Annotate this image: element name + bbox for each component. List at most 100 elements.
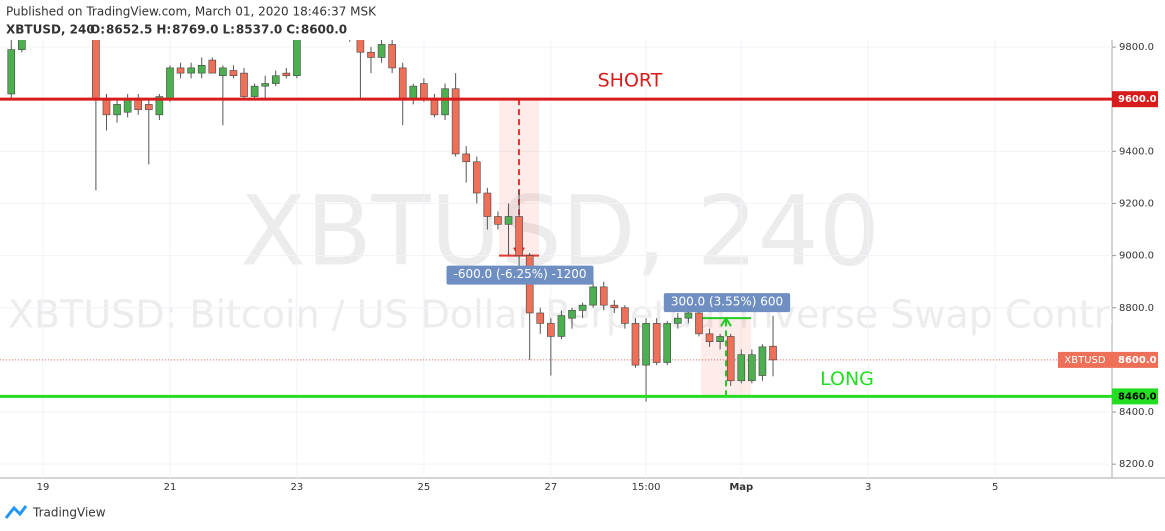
candle-body bbox=[420, 83, 428, 100]
candle-body bbox=[377, 44, 386, 58]
y-tick-label: 9200.0 bbox=[1119, 198, 1154, 209]
price-tag bbox=[1112, 351, 1158, 368]
symbol: XBTUSD, 240 bbox=[6, 23, 95, 37]
candle-body bbox=[547, 323, 555, 337]
candle-body bbox=[430, 98, 439, 116]
y-tick-label: 8800.0 bbox=[1119, 303, 1154, 314]
ohlc-value: 8769.0 bbox=[172, 23, 218, 37]
y-tick-label: 8200.0 bbox=[1119, 459, 1154, 470]
candle-body bbox=[240, 72, 248, 97]
candle-body bbox=[356, 40, 365, 53]
candle-body bbox=[716, 336, 724, 342]
y-tick-label: 9400.0 bbox=[1119, 146, 1154, 157]
header: XBTUSD, 240 O: 8652.5 H: 8769.0 L: 8537.0 C: 86… bbox=[6, 23, 347, 37]
candle-body bbox=[663, 323, 672, 363]
candle-body bbox=[652, 323, 661, 363]
symbol-tag bbox=[1058, 351, 1112, 368]
candle-body bbox=[472, 161, 481, 194]
measure-label: -600.0 (-6.25%) -1200 bbox=[446, 265, 594, 285]
candle-body bbox=[568, 310, 576, 319]
candle-body bbox=[758, 346, 767, 376]
candle-body bbox=[293, 40, 301, 77]
watermark-description: XBTUSD: Bitcoin / US Dollar Perpetual In… bbox=[8, 293, 1165, 337]
candle-body bbox=[176, 67, 185, 74]
candle-body bbox=[166, 67, 174, 100]
candle-body bbox=[219, 67, 227, 77]
ohlc-label: C: bbox=[286, 23, 300, 37]
candle-body bbox=[769, 345, 777, 361]
candle-body bbox=[261, 83, 269, 87]
measure-arrowhead bbox=[720, 316, 732, 327]
price-tag-label: 8600.0 bbox=[1118, 355, 1157, 366]
x-tick-label: 5 bbox=[992, 482, 998, 493]
candle-body bbox=[462, 153, 471, 163]
ohlc-value: 8600.0 bbox=[301, 23, 347, 37]
candle-body bbox=[282, 72, 291, 77]
price-tag-label: 8460.0 bbox=[1118, 391, 1157, 402]
candle-body bbox=[155, 96, 164, 116]
measure-label-text: -600.0 (-6.25%) -1200 bbox=[454, 267, 587, 281]
candle-body bbox=[398, 67, 407, 100]
candle-body bbox=[673, 317, 682, 324]
candle-body bbox=[578, 304, 587, 311]
candle-body bbox=[229, 70, 238, 77]
candle-body bbox=[599, 286, 608, 306]
x-tick-label: 3 bbox=[865, 482, 871, 493]
candle-body bbox=[515, 216, 523, 256]
candle-body bbox=[494, 216, 502, 225]
y-tick-label: 9800.0 bbox=[1119, 42, 1154, 53]
candle-body bbox=[134, 98, 143, 110]
price-tag bbox=[1112, 91, 1158, 108]
candle-body bbox=[483, 192, 492, 217]
candle-body bbox=[409, 85, 418, 100]
ohlc-label: L: bbox=[222, 23, 234, 37]
candle-body bbox=[271, 75, 280, 84]
candle-body bbox=[621, 307, 629, 324]
axes: 8200.0 8400.0 8600.0 8800.0 9000.0 9200.0 9400… bbox=[37, 42, 1158, 493]
candle-body bbox=[441, 88, 449, 116]
candle-body bbox=[748, 354, 756, 382]
ohlc-value: 8537.0 bbox=[236, 23, 282, 37]
symbol-tag-label: XBTUSD bbox=[1064, 355, 1105, 366]
candle-body bbox=[388, 44, 396, 69]
x-tick-label: Мар bbox=[729, 482, 753, 493]
level-label: LONG bbox=[820, 368, 874, 390]
footer: TradingView bbox=[32, 506, 106, 520]
logo: TradingView bbox=[4, 505, 106, 520]
x-tick-label: 15:00 bbox=[632, 482, 661, 493]
measure-label: 300.0 (3.55%) 600 bbox=[663, 293, 791, 313]
candle-body bbox=[557, 315, 566, 337]
candle-body bbox=[123, 98, 132, 113]
candle-body bbox=[642, 323, 650, 366]
candle-body bbox=[536, 312, 545, 324]
candle-body bbox=[208, 59, 217, 74]
x-tick-label: 23 bbox=[291, 482, 304, 493]
ohlc-value: 8652.5 bbox=[106, 23, 152, 37]
ohlc-label: H: bbox=[156, 23, 171, 37]
price-tag-label: 9600.0 bbox=[1118, 94, 1157, 105]
candle-body bbox=[145, 104, 153, 110]
measure-label-box bbox=[446, 265, 594, 285]
candle-body bbox=[113, 104, 121, 116]
candle-body bbox=[610, 304, 619, 309]
candle-body bbox=[367, 51, 375, 58]
x-tick-label: 27 bbox=[544, 482, 557, 493]
candle-body bbox=[504, 216, 513, 225]
y-tick-label: 9000.0 bbox=[1119, 251, 1154, 262]
candle-body bbox=[102, 98, 111, 116]
candle-body bbox=[250, 85, 259, 97]
plot: SHORT LONG bbox=[0, 40, 1112, 402]
published: Published on TradingView.com, March 01, … bbox=[6, 5, 377, 19]
candle-body bbox=[7, 49, 16, 95]
candle-body bbox=[726, 336, 735, 382]
candle-body bbox=[197, 64, 206, 74]
candle-body bbox=[737, 354, 746, 382]
candle-body bbox=[187, 67, 195, 74]
candle-body bbox=[695, 312, 703, 335]
x-tick-label: 21 bbox=[164, 482, 177, 493]
candle-body bbox=[589, 286, 597, 306]
candle-body bbox=[705, 333, 714, 342]
candle-body bbox=[18, 40, 26, 50]
measure-label-text: 300.0 (3.55%) 600 bbox=[671, 295, 783, 309]
